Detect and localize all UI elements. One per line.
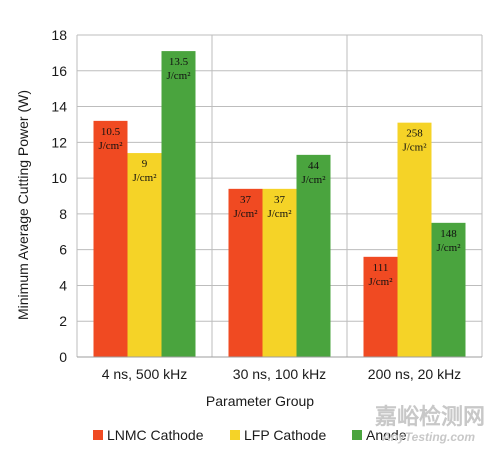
data-label-unit: J/cm² <box>233 208 258 220</box>
legend-swatch <box>230 430 240 440</box>
legend-label: LFP Cathode <box>244 427 326 443</box>
bar <box>161 51 196 357</box>
x-axis-title: Parameter Group <box>206 393 314 409</box>
bar <box>363 256 398 357</box>
legend-swatch <box>93 430 103 440</box>
y-axis-title: Minimum Average Cutting Power (W) <box>15 90 31 320</box>
data-label-value: 9 <box>142 158 148 170</box>
data-label-unit: J/cm² <box>301 174 326 186</box>
bar <box>228 188 263 357</box>
data-label-unit: J/cm² <box>402 142 427 154</box>
y-tick-label: 8 <box>59 206 67 222</box>
y-tick-label: 4 <box>59 277 67 293</box>
data-label-unit: J/cm² <box>267 208 292 220</box>
y-tick-label: 16 <box>51 63 67 79</box>
data-labels: 10.5 J/cm² 9 J/cm² 13.5 J/cm² 37 J/cm² 37 J/cm² 44… <box>98 56 461 288</box>
bar <box>397 122 432 358</box>
data-label-unit: J/cm² <box>436 242 461 254</box>
watermark-en: AnyTesting.com <box>381 430 475 444</box>
data-label-unit: J/cm² <box>368 276 393 288</box>
legend-label: Anode <box>366 427 407 443</box>
y-tick-label: 6 <box>59 242 67 258</box>
data-label-value: 148 <box>440 228 457 240</box>
y-tick-label: 18 <box>51 27 67 43</box>
legend: LNMC Cathode LFP Cathode Anode <box>93 427 407 443</box>
data-label-value: 10.5 <box>101 126 121 138</box>
bar <box>127 153 162 357</box>
watermark-cn: 嘉峪检测网 <box>375 404 485 430</box>
x-tick-label: 200 ns, 20 kHz <box>368 366 461 382</box>
bar <box>296 154 331 357</box>
bar <box>431 222 466 357</box>
data-label-value: 258 <box>406 128 423 140</box>
data-label-value: 111 <box>373 262 389 274</box>
y-tick-label: 2 <box>59 313 67 329</box>
x-tick-label: 30 ns, 100 kHz <box>233 366 326 382</box>
x-tick-label: 4 ns, 500 kHz <box>102 366 188 382</box>
bar <box>93 120 128 357</box>
y-tick-label: 10 <box>51 170 67 186</box>
bar <box>262 188 297 357</box>
y-tick-label: 0 <box>59 349 67 365</box>
data-label-value: 37 <box>240 194 252 206</box>
bars <box>93 51 466 358</box>
data-label-unit: J/cm² <box>98 140 123 152</box>
data-label-value: 37 <box>274 194 286 206</box>
legend-label: LNMC Cathode <box>107 427 204 443</box>
data-label-unit: J/cm² <box>132 172 157 184</box>
legend-swatch <box>352 430 362 440</box>
axes: 0 2 4 6 8 10 12 14 16 18 4 ns, 500 kHz 30 ns, 100 k… <box>51 27 482 382</box>
data-label-unit: J/cm² <box>166 70 191 82</box>
watermark: 嘉峪检测网 AnyTesting.com <box>375 404 485 444</box>
data-label-value: 44 <box>308 160 320 172</box>
data-label-value: 13.5 <box>169 56 189 68</box>
y-tick-label: 12 <box>51 134 67 150</box>
y-tick-label: 14 <box>51 99 67 115</box>
